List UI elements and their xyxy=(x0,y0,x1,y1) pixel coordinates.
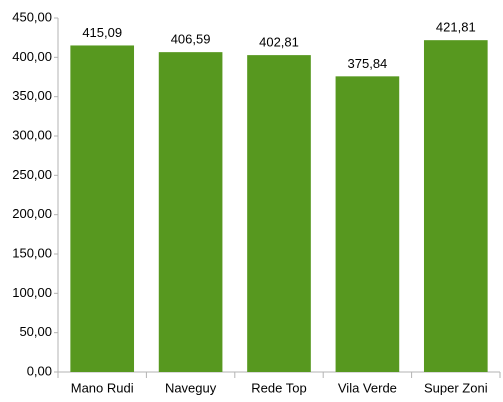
y-tick-label: 300,00 xyxy=(12,127,52,142)
bar xyxy=(158,52,223,372)
x-tick-label: Mano Rudi xyxy=(71,380,134,395)
y-tick-label: 350,00 xyxy=(12,88,52,103)
x-tick-label: Rede Top xyxy=(251,380,306,395)
value-label: 375,84 xyxy=(348,56,388,71)
bar xyxy=(423,40,488,372)
y-tick-label: 50,00 xyxy=(19,324,52,339)
bar xyxy=(335,76,400,372)
x-tick-label: Vila Verde xyxy=(338,380,397,395)
y-tick-label: 400,00 xyxy=(12,49,52,64)
value-label: 415,09 xyxy=(82,25,122,40)
bar xyxy=(70,45,135,373)
x-tick-label: Super Zoni xyxy=(424,380,488,395)
value-label: 402,81 xyxy=(259,35,299,50)
bar xyxy=(247,55,311,372)
x-tick-label: Naveguy xyxy=(165,380,217,395)
y-tick-label: 450,00 xyxy=(12,9,52,24)
y-tick-label: 0,00 xyxy=(27,363,52,378)
value-label: 406,59 xyxy=(171,32,211,47)
y-tick-label: 150,00 xyxy=(12,245,52,260)
y-tick-label: 250,00 xyxy=(12,167,52,182)
y-tick-label: 100,00 xyxy=(12,285,52,300)
y-tick-label: 200,00 xyxy=(12,206,52,221)
value-label: 421,81 xyxy=(436,20,476,35)
